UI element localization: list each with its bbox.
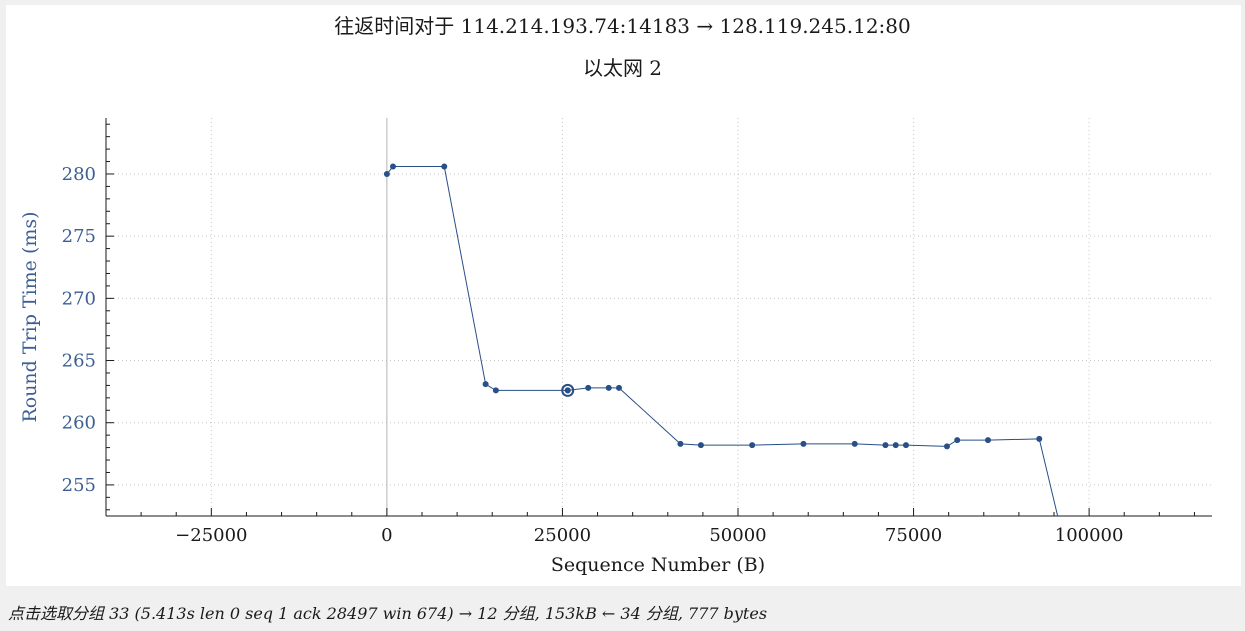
- data-point: [800, 440, 807, 447]
- data-point: [1036, 435, 1043, 442]
- axes: [105, 118, 1212, 517]
- data-point: [943, 443, 950, 450]
- data-point: [605, 384, 612, 391]
- y-tick-label: 260: [62, 413, 96, 434]
- y-tick-label: 265: [62, 351, 96, 372]
- data-point: [851, 440, 858, 447]
- status-bar: 点击选取分组 33 (5.413s len 0 seq 1 ack 28497 …: [0, 588, 1245, 631]
- x-tick-label: 0: [381, 525, 392, 546]
- data-point: [902, 442, 909, 449]
- data-point: [749, 442, 756, 449]
- x-tick-label: 50000: [709, 525, 766, 546]
- chart-area[interactable]: −25000 0 25000 50000 75000 100000 255 260 265 270…: [0, 0, 1245, 588]
- y-tick-label: 270: [62, 288, 96, 309]
- ticks: −25000 0 25000 50000 75000 100000 255 260 265 270…: [62, 123, 1195, 546]
- x-tick-label: 75000: [885, 525, 942, 546]
- x-tick-label: 25000: [534, 525, 591, 546]
- data-point: [882, 442, 889, 449]
- data-point: [954, 437, 961, 444]
- data-point: [615, 384, 622, 391]
- data-point: [383, 170, 390, 177]
- data-point: [677, 440, 684, 447]
- status-text: 点击选取分组 33 (5.413s len 0 seq 1 ack 28497 …: [8, 604, 768, 623]
- series-line: [386, 166, 1059, 516]
- plot-panel[interactable]: [6, 5, 1241, 586]
- data-point: [892, 442, 899, 449]
- data-point: [441, 163, 448, 170]
- y-tick-label: 255: [62, 475, 96, 496]
- data-point: [697, 442, 704, 449]
- data-point: [585, 384, 592, 391]
- series-layer: [383, 163, 1059, 516]
- chart-title: 往返时间对于 114.214.193.74:14183 → 128.119.24…: [334, 14, 911, 38]
- x-tick-label: 100000: [1055, 525, 1124, 546]
- grid: [106, 118, 1212, 516]
- x-axis-label: Sequence Number (B): [551, 554, 765, 576]
- selected-point-marker: [561, 383, 575, 397]
- data-point: [482, 381, 489, 388]
- data-point: [389, 163, 396, 170]
- selected-point: [564, 387, 571, 394]
- y-tick-label: 280: [62, 164, 96, 185]
- data-point: [492, 387, 499, 394]
- chart-subtitle: 以太网 2: [582, 56, 663, 80]
- y-axis-label: Round Trip Time (ms): [19, 211, 41, 422]
- y-tick-label: 275: [62, 226, 96, 247]
- data-point: [984, 437, 991, 444]
- x-tick-label: −25000: [175, 525, 247, 546]
